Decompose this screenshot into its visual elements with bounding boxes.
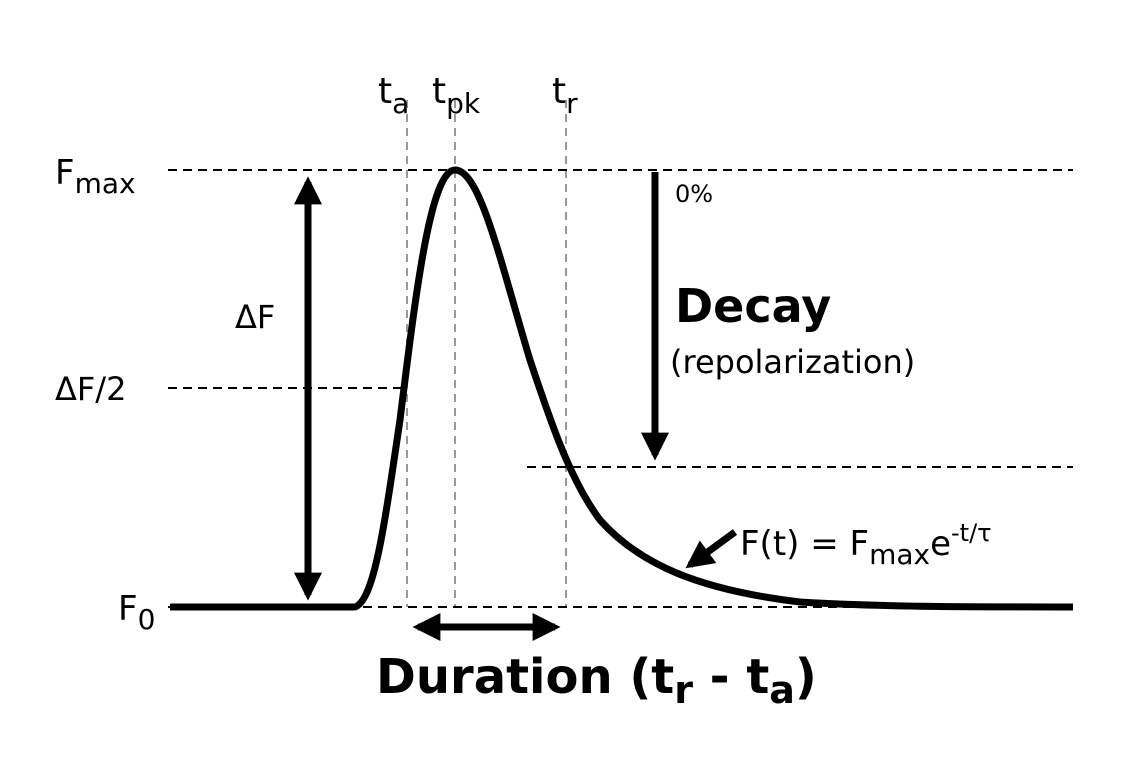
equation-lhs: F(t) = F: [740, 524, 869, 564]
tpk-base: t: [432, 71, 446, 112]
f0-base: F: [118, 589, 138, 629]
equation-exponent: -t/τ: [951, 519, 992, 547]
f0-sub: 0: [138, 603, 156, 636]
ta-label: ta: [378, 71, 409, 120]
fmax-sub: max: [75, 167, 136, 200]
tpk-sub: pk: [446, 87, 481, 120]
decay-start-label: 0%: [675, 180, 713, 208]
ta-sub: a: [392, 87, 409, 120]
tpk-label: tpk: [432, 71, 481, 120]
fmax-base: F: [55, 153, 75, 193]
ta-base: t: [378, 71, 392, 112]
duration-suffix: ): [795, 649, 817, 705]
tr-sub: r: [566, 87, 578, 120]
signal-curve: [170, 166, 1074, 611]
equation-sub: max: [869, 538, 930, 571]
decay-subtitle: (repolarization): [670, 343, 915, 381]
fmax-label: Fmax: [55, 153, 136, 200]
tr-base: t: [552, 71, 566, 112]
duration-sub1: r: [674, 668, 693, 712]
half-label: ΔF/2: [55, 370, 126, 408]
duration-sub2: a: [769, 668, 795, 712]
equation-exp-base: e: [930, 524, 951, 564]
equation: F(t) = Fmaxe-t/τ: [740, 519, 992, 571]
tr-label: tr: [552, 71, 578, 120]
duration-mid: - t: [693, 649, 769, 705]
equation-pointer: [685, 529, 738, 569]
duration-prefix: Duration (t: [376, 649, 674, 705]
f0-label: F0: [118, 589, 155, 636]
amplitude-label: ΔF: [235, 298, 275, 336]
duration-label: Duration (tr - ta): [376, 649, 817, 712]
decay-title: Decay: [675, 279, 831, 333]
